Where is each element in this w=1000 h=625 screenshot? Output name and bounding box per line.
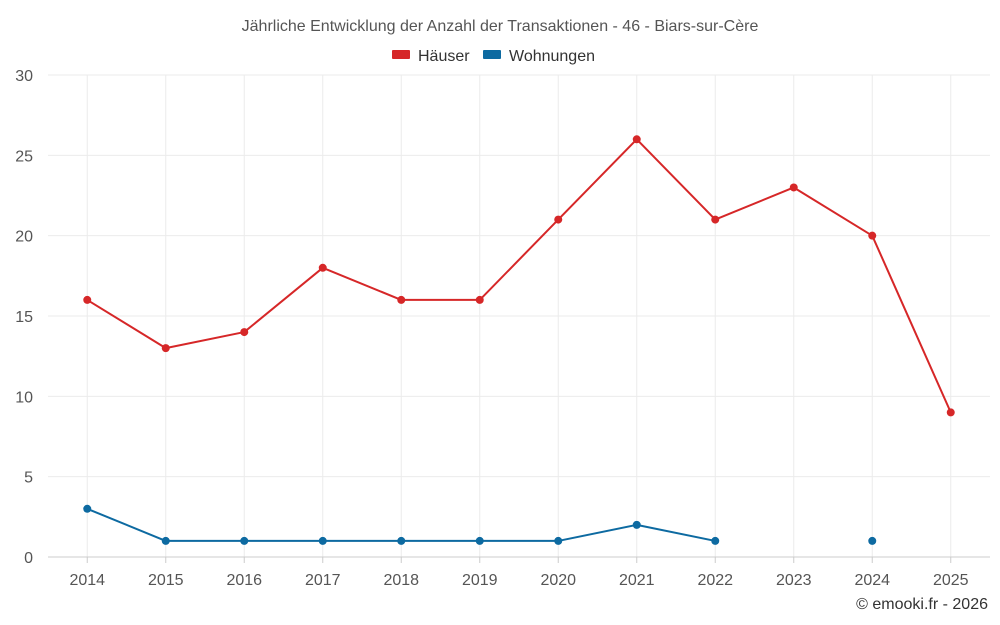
data-point-wohnungen[interactable] <box>83 504 92 513</box>
data-point-haeuser[interactable] <box>475 295 484 304</box>
data-point-wohnungen[interactable] <box>318 536 327 545</box>
x-axis: 2014 2015 2016 2017 2018 2019 2020 2021 2022 2023… <box>48 556 990 589</box>
data-point-haeuser[interactable] <box>397 295 406 304</box>
legend-label-wohnungen[interactable]: Wohnungen <box>509 48 595 65</box>
x-tick-label: 2017 <box>305 572 341 589</box>
grid <box>48 74 990 557</box>
y-axis: 0 5 10 15 20 25 30 <box>15 68 33 567</box>
y-tick-label: 30 <box>15 68 33 85</box>
data-point-wohnungen[interactable] <box>554 536 563 545</box>
data-point-wohnungen[interactable] <box>711 536 720 545</box>
data-point-wohnungen[interactable] <box>868 536 877 545</box>
chart-title: Jährliche Entwicklung der Anzahl der Tra… <box>242 18 759 35</box>
x-tick-label: 2018 <box>383 572 419 589</box>
x-tick-label: 2023 <box>776 572 812 589</box>
x-tick-label: 2022 <box>697 572 733 589</box>
data-point-wohnungen[interactable] <box>475 536 484 545</box>
series <box>83 135 955 545</box>
x-tick-label: 2015 <box>148 572 184 589</box>
data-point-haeuser[interactable] <box>868 231 877 240</box>
x-tick-label: 2021 <box>619 572 655 589</box>
data-point-haeuser[interactable] <box>946 408 955 417</box>
data-point-wohnungen[interactable] <box>397 536 406 545</box>
data-point-wohnungen[interactable] <box>240 536 249 545</box>
data-point-haeuser[interactable] <box>83 295 92 304</box>
legend-swatch-haeuser <box>392 50 410 59</box>
data-point-haeuser[interactable] <box>240 328 249 337</box>
data-point-haeuser[interactable] <box>161 344 170 353</box>
y-tick-label: 10 <box>15 389 33 406</box>
data-point-haeuser[interactable] <box>318 263 327 272</box>
x-tick-label: 2020 <box>540 572 576 589</box>
data-point-wohnungen[interactable] <box>161 536 170 545</box>
y-tick-label: 20 <box>15 229 33 246</box>
data-point-haeuser[interactable] <box>632 135 641 144</box>
x-tick-label: 2025 <box>933 572 969 589</box>
legend-label-haeuser[interactable]: Häuser <box>418 48 470 65</box>
data-point-haeuser[interactable] <box>789 183 798 192</box>
data-point-haeuser[interactable] <box>554 215 563 224</box>
x-tick-label: 2019 <box>462 572 498 589</box>
x-tick-label: 2014 <box>69 572 105 589</box>
x-tick-label: 2024 <box>854 572 890 589</box>
series-line-haeuser <box>86 138 952 413</box>
y-tick-label: 5 <box>24 470 33 487</box>
data-point-wohnungen[interactable] <box>632 520 641 529</box>
y-tick-label: 15 <box>15 309 33 326</box>
legend-swatch-wohnungen <box>483 50 501 59</box>
y-tick-label: 25 <box>15 148 33 165</box>
credit: © emooki.fr - 2026 <box>856 596 988 613</box>
y-tick-label: 0 <box>24 550 33 567</box>
legend: Häuser Wohnungen <box>392 48 595 65</box>
x-tick-label: 2016 <box>226 572 262 589</box>
data-point-haeuser[interactable] <box>711 215 720 224</box>
